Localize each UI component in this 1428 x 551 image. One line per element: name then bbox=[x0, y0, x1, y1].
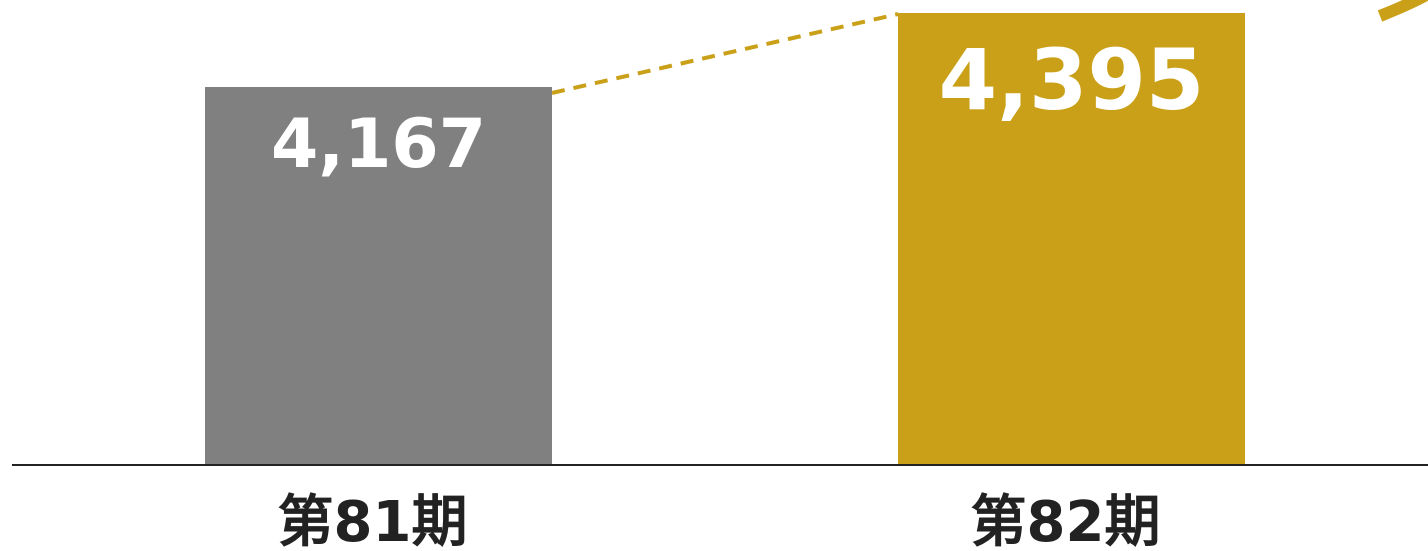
bar-2 bbox=[898, 13, 1245, 465]
growth-arrow-arc bbox=[1377, 0, 1428, 22]
bar-value-label-1: 4,167 bbox=[271, 105, 486, 184]
category-label-1: 第81期 bbox=[278, 490, 468, 551]
bar-1 bbox=[205, 87, 552, 465]
category-label-2: 第82期 bbox=[971, 490, 1161, 551]
bar-value-label-2: 4,395 bbox=[939, 31, 1205, 129]
bars-group bbox=[205, 13, 1245, 465]
category-labels-group: 第81期 第82期 bbox=[278, 490, 1161, 551]
trend-dashed-line bbox=[551, 12, 899, 95]
value-labels-group: 4,167 4,395 bbox=[271, 31, 1204, 184]
